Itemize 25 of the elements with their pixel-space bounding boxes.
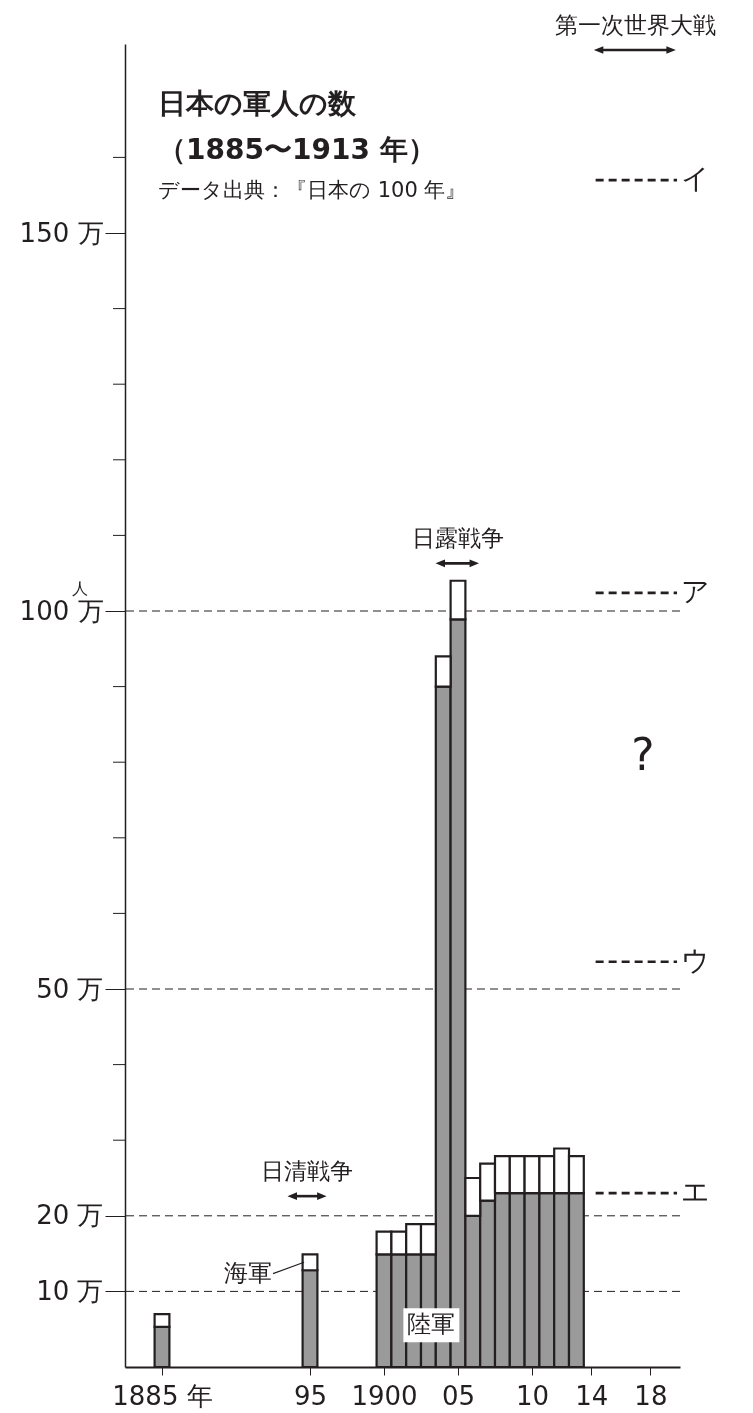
y-tick-label: 10 万	[36, 1275, 104, 1306]
text: 日本の軍人の数	[158, 87, 357, 120]
x-tick-label: 1900	[351, 1380, 418, 1411]
x-tick-label: 10	[515, 1380, 550, 1411]
x-tick-label: 05	[441, 1380, 476, 1411]
legend-label: 海軍	[223, 1258, 272, 1287]
series-label: ア	[681, 574, 711, 608]
series-label: 陸軍	[407, 1310, 456, 1339]
annotation: 日露戦争	[412, 525, 504, 552]
annotation: 日清戦争	[261, 1158, 354, 1185]
series-label: ウ	[681, 943, 711, 977]
y-tick-label: 50 万	[36, 973, 104, 1004]
x-tick-label: 1885 年	[112, 1380, 213, 1411]
text: （1885〜1913 年）	[158, 133, 436, 166]
y-axis-title: 人	[72, 579, 88, 598]
annotation: データ出典：『日本の 100 年』	[158, 178, 467, 202]
y-tick-label: 150 万	[19, 217, 104, 248]
x-tick-label: 14	[575, 1380, 609, 1411]
annotation: 第一次世界大戦	[555, 12, 717, 39]
x-tick-label: 18	[634, 1380, 668, 1411]
y-tick-label: 20 万	[36, 1200, 104, 1231]
annotation: ?	[631, 729, 655, 780]
x-tick-label: 95	[293, 1380, 328, 1411]
series-label: イ	[681, 162, 711, 196]
series-label: エ	[681, 1175, 711, 1209]
